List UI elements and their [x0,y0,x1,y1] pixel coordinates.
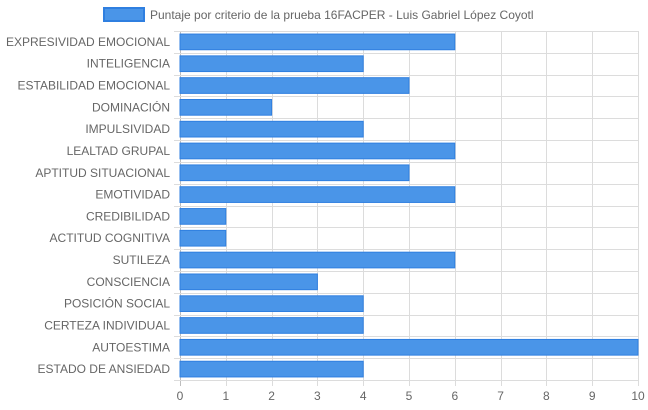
x-tick-label: 5 [406,389,413,403]
y-tick-label: CREDIBILIDAD [86,209,170,223]
y-tick-label: POSICIÓN SOCIAL [64,296,170,311]
bar[interactable] [179,33,456,51]
bar[interactable] [179,186,456,203]
y-tick-label: AUTOESTIMA [92,340,170,354]
y-tick-label: ACTITUD COGNITIVA [50,231,170,245]
x-axis-labels: 0 1 2 3 4 5 6 7 8 9 10 [177,389,645,403]
bar[interactable] [179,273,318,291]
x-tick-label: 3 [314,389,321,403]
bar[interactable] [179,164,410,182]
y-tick-label: INTELIGENCIA [87,57,170,71]
bars [179,33,639,378]
y-tick-label: CONSCIENCIA [87,275,170,289]
y-tick-label: EXPRESIVIDAD EMOCIONAL [6,35,170,49]
y-tick-label: DOMINACIÓN [92,99,170,114]
bar[interactable] [179,360,364,378]
x-tick-label: 2 [268,389,275,403]
bar[interactable] [179,251,456,269]
bar[interactable] [179,208,227,225]
x-tick-label: 7 [497,389,504,403]
legend-label: Puntaje por criterio de la prueba 16FACP… [150,8,534,22]
bar[interactable] [179,77,410,94]
y-tick-label: EMOTIVIDAD [95,188,170,202]
x-tick-label: 9 [589,389,596,403]
legend-swatch [103,7,145,22]
x-tick-label: 8 [543,389,550,403]
bar[interactable] [179,338,639,356]
y-tick-label: APTITUD SITUACIONAL [35,166,170,180]
y-tick-label: ESTADO DE ANSIEDAD [38,362,171,376]
bar[interactable] [179,120,364,138]
x-tick-label: 1 [222,389,229,403]
bar[interactable] [179,317,364,334]
x-tick-label: 10 [631,389,645,403]
bar[interactable] [179,142,456,160]
y-tick-label: IMPULSIVIDAD [85,122,170,136]
legend[interactable]: Puntaje por criterio de la prueba 16FACP… [103,7,534,22]
bar[interactable] [179,55,364,73]
bar[interactable] [179,98,273,116]
x-tick-label: 6 [451,389,458,403]
x-tick-label: 4 [360,389,367,403]
y-tick-label: LEALTAD GRUPAL [67,144,171,158]
y-tick-label: CERTEZA INDIVIDUAL [44,318,170,332]
bar[interactable] [179,229,227,247]
bar[interactable] [179,295,364,313]
y-tick-label: ESTABILIDAD EMOCIONAL [18,79,171,93]
y-axis-labels: EXPRESIVIDAD EMOCIONAL INTELIGENCIA ESTABI… [6,35,170,376]
x-tick-label: 0 [177,389,184,403]
y-tick-label: SUTILEZA [113,253,170,267]
